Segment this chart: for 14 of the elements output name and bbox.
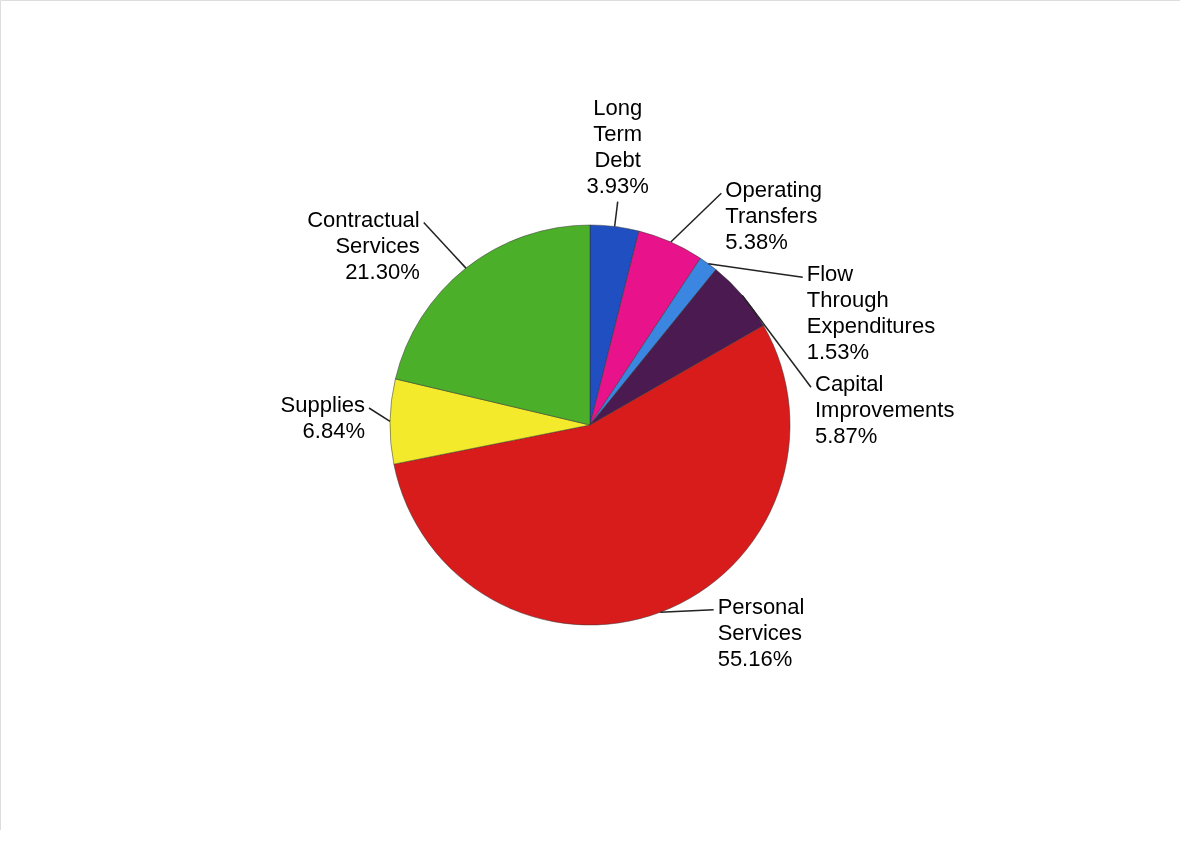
data-label: 1.53%: [806, 339, 870, 365]
slice-label: Supplies: [280, 392, 365, 418]
data-label: 21.30%: [345, 258, 420, 284]
slice-label: Flow Through Expenditures: [806, 261, 936, 339]
data-label: 5.38%: [725, 229, 788, 255]
data-label: 6.84%: [302, 418, 365, 444]
data-label: 55.16%: [717, 645, 793, 671]
data-label: 3.93%: [586, 172, 649, 198]
slice-label: Contractual Services: [307, 206, 420, 258]
slice-label: Personal Services: [717, 593, 805, 645]
slice-label: Long Term Debt: [593, 94, 643, 172]
data-label: 5.87%: [815, 423, 878, 449]
slice-label: Capital Improvements: [815, 371, 955, 423]
slice-label: Operating Transfers: [725, 177, 822, 229]
